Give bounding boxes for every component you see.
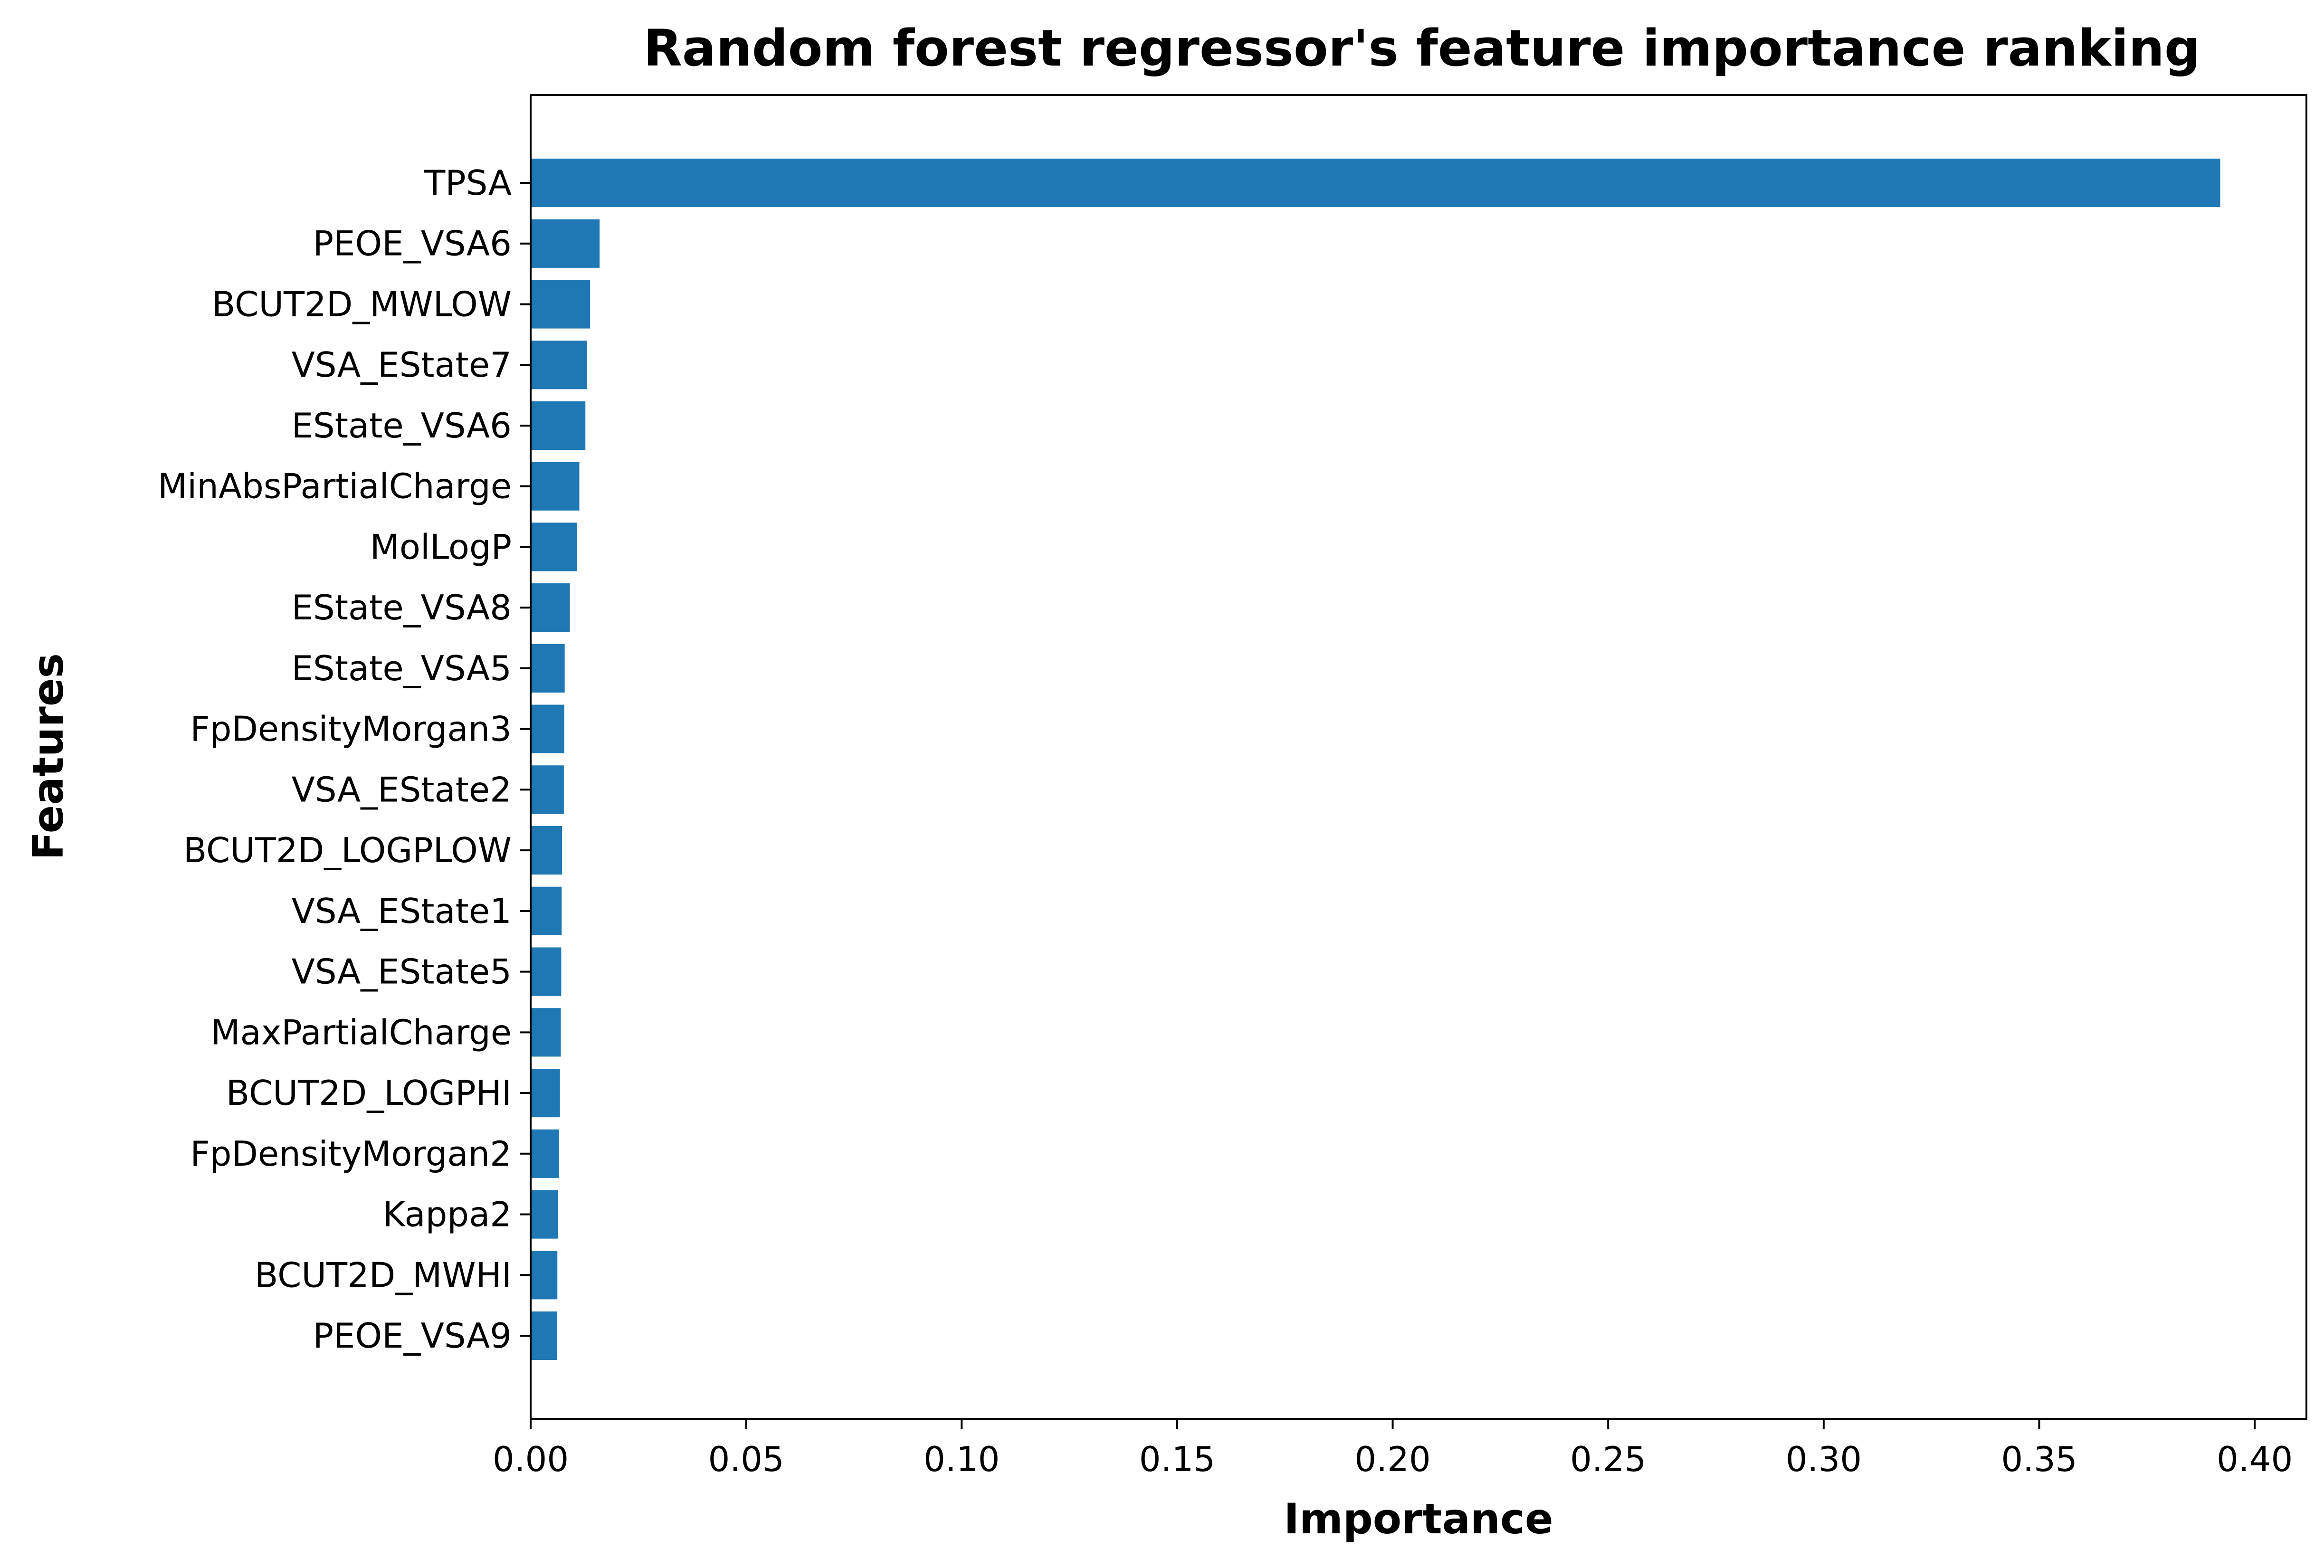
bar-maxpartialcharge	[531, 1008, 561, 1057]
y-axis-ticks: TPSA PEOE_VSA6 BCUT2D_MWLOW VSA_EState7 ESta…	[158, 163, 531, 1356]
x-tick-label: 0.25	[1570, 1439, 1646, 1479]
bar-bcut2d-logphi	[531, 1068, 560, 1118]
y-tick-label: VSA_EState7	[292, 345, 512, 385]
bar-vsa-estate2	[531, 765, 564, 814]
y-tick-label: EState_VSA8	[292, 588, 512, 627]
y-tick-label: TPSA	[424, 163, 512, 203]
bar-minabspartialcharge	[531, 462, 580, 511]
y-tick-label: PEOE_VSA9	[313, 1316, 512, 1356]
bar-bcut2d-mwlow	[531, 280, 591, 329]
y-tick-label: Kappa2	[383, 1195, 512, 1235]
bar-vsa-estate1	[531, 886, 562, 935]
bar-kappa2	[531, 1190, 559, 1239]
bar-estate-vsa8	[531, 583, 570, 632]
y-tick-label: PEOE_VSA6	[313, 224, 512, 264]
y-tick-label: MaxPartialCharge	[211, 1012, 512, 1052]
chart-title: Random forest regressor's feature import…	[643, 19, 2200, 77]
x-tick-label: 0.05	[708, 1439, 784, 1479]
bar-peoe-vsa6	[531, 219, 600, 268]
bar-estate-vsa5	[531, 644, 565, 693]
y-tick-label: MolLogP	[370, 527, 512, 567]
plot-frame	[530, 94, 2307, 1420]
y-tick-label: MinAbsPartialCharge	[158, 466, 512, 506]
bars-group	[531, 158, 2220, 1360]
x-tick-label: 0.10	[924, 1439, 1000, 1479]
y-tick-label: BCUT2D_LOGPHI	[226, 1073, 512, 1113]
bar-vsa-estate7	[531, 341, 587, 390]
y-tick-label: BCUT2D_MWLOW	[212, 284, 512, 324]
y-tick-label: FpDensityMorgan2	[190, 1134, 512, 1174]
y-tick-label: VSA_EState2	[292, 770, 512, 809]
y-tick-label: VSA_EState5	[292, 952, 512, 992]
bar-mollogp	[531, 523, 577, 571]
bar-tpsa	[531, 158, 2220, 208]
x-axis-ticks: 0.00 0.05 0.10 0.15 0.20 0.25 0.30 0.35 0.40	[493, 1419, 2293, 1479]
x-tick-label: 0.35	[2001, 1439, 2077, 1479]
y-tick-label: VSA_EState1	[292, 891, 512, 931]
x-tick-label: 0.20	[1354, 1439, 1430, 1479]
bar-bcut2d-logplow	[531, 826, 562, 875]
bar-bcut2d-mwhi	[531, 1251, 558, 1300]
x-axis-label: Importance	[1284, 1494, 1553, 1543]
bar-peoe-vsa9	[531, 1311, 557, 1360]
bar-fpdensitymorgan3	[531, 704, 564, 753]
y-tick-label: FpDensityMorgan3	[190, 709, 512, 749]
x-tick-label: 0.15	[1139, 1439, 1215, 1479]
x-tick-label: 0.00	[493, 1439, 569, 1479]
x-tick-label: 0.40	[2217, 1439, 2293, 1479]
y-tick-label: BCUT2D_LOGPLOW	[183, 830, 512, 870]
bar-fpdensitymorgan2	[531, 1129, 559, 1178]
bar-estate-vsa6	[531, 401, 586, 450]
x-tick-label: 0.30	[1786, 1439, 1862, 1479]
y-tick-label: BCUT2D_MWHI	[255, 1255, 512, 1295]
bar-vsa-estate5	[531, 947, 562, 996]
y-axis-label: Features	[24, 653, 73, 860]
y-tick-label: EState_VSA6	[292, 406, 512, 446]
y-tick-label: EState_VSA5	[292, 648, 512, 688]
